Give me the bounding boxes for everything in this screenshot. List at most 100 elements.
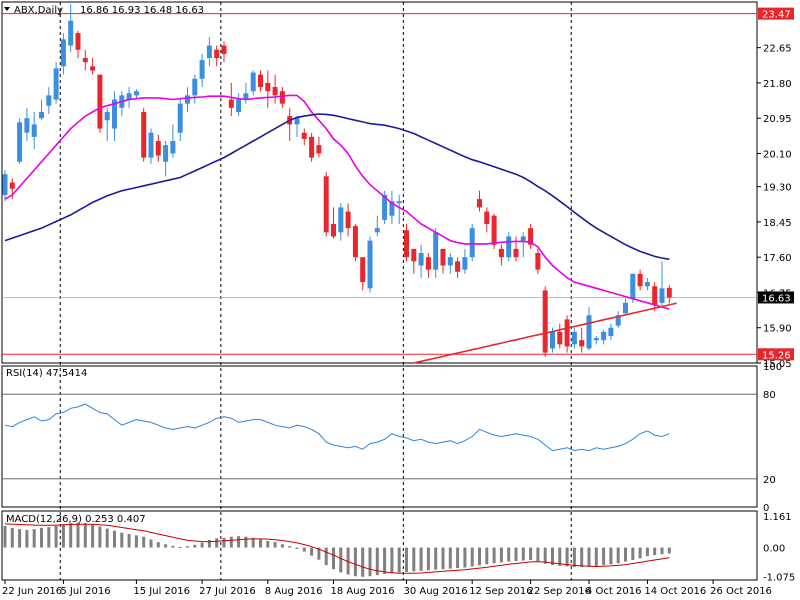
candle-body[interactable] (389, 201, 395, 216)
candle-body[interactable] (550, 331, 555, 349)
candle-body[interactable] (323, 176, 329, 233)
candle-body[interactable] (31, 124, 37, 137)
candle-body[interactable] (90, 66, 96, 71)
candle-body[interactable] (360, 257, 366, 283)
candle-body[interactable] (24, 118, 30, 133)
candle-body[interactable] (294, 118, 300, 125)
candle-body[interactable] (571, 331, 577, 345)
candle-body[interactable] (97, 74, 103, 129)
candle-body[interactable] (177, 103, 183, 133)
candle-body[interactable] (126, 93, 132, 100)
candle-body[interactable] (155, 141, 161, 156)
candle-body[interactable] (148, 132, 154, 158)
candle-body[interactable] (484, 211, 490, 224)
candle-body[interactable] (425, 257, 431, 270)
macd-bar (83, 523, 87, 548)
candle-body[interactable] (630, 273, 636, 299)
candle-body[interactable] (608, 327, 614, 337)
candle-body[interactable] (447, 257, 453, 266)
candle-body[interactable] (374, 228, 380, 233)
candle-body[interactable] (498, 248, 504, 258)
candle-body[interactable] (623, 302, 628, 314)
candle-body[interactable] (564, 319, 570, 347)
dropdown-triangle-icon[interactable] (4, 7, 10, 11)
price-panel[interactable] (2, 4, 757, 364)
candle-body[interactable] (316, 145, 322, 154)
candle-body[interactable] (214, 49, 220, 59)
rsi-panel[interactable] (2, 393, 757, 480)
candle-body[interactable] (418, 253, 424, 266)
candle-body[interactable] (141, 111, 147, 158)
candle-body[interactable] (53, 68, 59, 100)
candle-body[interactable] (170, 141, 176, 154)
candle-body[interactable] (586, 315, 592, 349)
candle-body[interactable] (192, 78, 198, 96)
candle-body[interactable] (666, 287, 672, 298)
macd-bar (273, 542, 277, 548)
candle-body[interactable] (199, 60, 205, 79)
ma_slow-line (4, 113, 670, 261)
candle-body[interactable] (345, 211, 351, 229)
macd-bar (602, 547, 606, 566)
candle-body[interactable] (652, 286, 658, 305)
candle-body[interactable] (221, 45, 227, 54)
candle-body[interactable] (206, 45, 212, 59)
candle-body[interactable] (163, 145, 169, 162)
candle-body[interactable] (433, 232, 439, 270)
candle-body[interactable] (367, 240, 373, 289)
candle-body[interactable] (46, 95, 52, 106)
candle-body[interactable] (404, 230, 409, 258)
candle-body[interactable] (228, 99, 234, 108)
candle-body[interactable] (104, 111, 110, 121)
candle-body[interactable] (301, 132, 307, 139)
candle-body[interactable] (396, 201, 402, 204)
candle-body[interactable] (506, 236, 512, 258)
candle-body[interactable] (185, 95, 190, 104)
candle-body[interactable] (39, 111, 44, 119)
candle-body[interactable] (542, 290, 548, 353)
candle-body[interactable] (462, 257, 468, 270)
candle-body[interactable] (644, 282, 650, 287)
candle-body[interactable] (272, 87, 278, 96)
candle-body[interactable] (243, 93, 249, 100)
candle-body[interactable] (60, 39, 66, 67)
candle-body[interactable] (9, 182, 15, 189)
candle-body[interactable] (535, 253, 541, 270)
candle-body[interactable] (491, 215, 497, 245)
candle-body[interactable] (250, 72, 256, 92)
macd-bar (193, 544, 197, 548)
candle-body[interactable] (615, 315, 621, 326)
candle-body[interactable] (557, 331, 563, 345)
candle-body[interactable] (382, 194, 388, 220)
candle-body[interactable] (593, 338, 599, 341)
candle-body[interactable] (440, 248, 446, 266)
candle-body[interactable] (68, 20, 74, 46)
candle-body[interactable] (338, 207, 344, 233)
candle-body[interactable] (112, 99, 117, 129)
candle-body[interactable] (331, 223, 336, 237)
candle-body[interactable] (513, 248, 519, 258)
candle-body[interactable] (579, 340, 585, 347)
candle-body[interactable] (455, 261, 461, 272)
candle-body[interactable] (528, 228, 534, 245)
candle-body[interactable] (236, 99, 242, 112)
macd-panel[interactable] (3, 522, 671, 577)
candle-body[interactable] (469, 228, 475, 258)
candle-body[interactable] (477, 199, 482, 208)
candle-body[interactable] (75, 33, 81, 50)
candle-body[interactable] (2, 174, 8, 195)
candle-body[interactable] (265, 82, 271, 92)
candle-body[interactable] (82, 58, 88, 63)
candle-body[interactable] (601, 331, 607, 341)
candle-body[interactable] (17, 122, 23, 162)
candle-body[interactable] (659, 288, 665, 303)
candle-body[interactable] (411, 248, 417, 262)
candle-body[interactable] (133, 91, 139, 96)
candle-body[interactable] (352, 226, 358, 258)
candle-body[interactable] (637, 273, 643, 287)
candle-body[interactable] (279, 91, 285, 104)
candle-body[interactable] (258, 74, 263, 88)
candle-body[interactable] (520, 236, 526, 241)
candle-body[interactable] (309, 136, 315, 158)
